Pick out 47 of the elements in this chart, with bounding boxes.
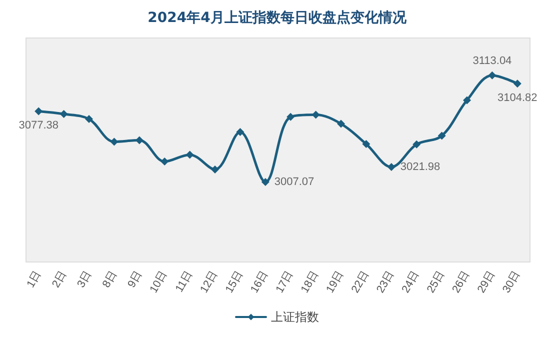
x-tick-label: 1日	[24, 269, 44, 290]
x-tick-label: 26日	[450, 269, 472, 296]
data-label: 3104.82	[498, 92, 538, 104]
x-tick-label: 24日	[400, 269, 422, 296]
x-tick-label: 16日	[248, 269, 271, 296]
x-tick-label: 9日	[126, 269, 145, 290]
point	[412, 140, 421, 148]
data-label: 3007.07	[274, 176, 314, 188]
point	[337, 120, 345, 128]
point	[463, 96, 471, 104]
x-tick-label: 17日	[274, 269, 296, 296]
point	[236, 128, 244, 136]
chart-title: 2024年4月上证指数每日收盘点变化情况	[148, 9, 408, 26]
x-tick-label: 15日	[223, 269, 246, 296]
point	[261, 178, 270, 186]
point	[286, 112, 295, 121]
data-label: 3113.04	[472, 54, 512, 67]
point	[60, 110, 68, 118]
point	[513, 80, 522, 88]
point	[186, 150, 194, 159]
point	[110, 138, 118, 146]
point	[362, 140, 370, 148]
point	[438, 132, 446, 140]
x-tick-label: 10日	[148, 269, 170, 296]
point	[135, 136, 144, 144]
x-tick-label: 3日	[75, 269, 94, 290]
x-tick-label: 19日	[324, 269, 346, 296]
point	[312, 110, 320, 119]
x-tick-label: 8日	[100, 269, 120, 290]
x-tick-label: 23日	[374, 269, 397, 296]
x-tick-label: 11日	[173, 269, 195, 294]
point	[387, 162, 396, 171]
x-tick-label: 18日	[298, 269, 321, 296]
point	[85, 115, 93, 124]
x-tick-label: 29日	[475, 269, 498, 296]
x-tick-label: 22日	[349, 269, 372, 296]
x-tick-label: 30日	[500, 269, 523, 296]
point	[211, 165, 219, 174]
point	[160, 158, 169, 166]
x-tick-label: 2日	[50, 269, 69, 290]
data-label: 3021.98	[400, 160, 440, 173]
point	[34, 107, 43, 116]
point	[488, 71, 496, 80]
x-tick-label: 25日	[424, 269, 447, 296]
data-label: 3077.38	[18, 120, 58, 132]
x-tick-label: 12日	[198, 269, 220, 296]
legend-label: 上证指数	[271, 310, 319, 324]
